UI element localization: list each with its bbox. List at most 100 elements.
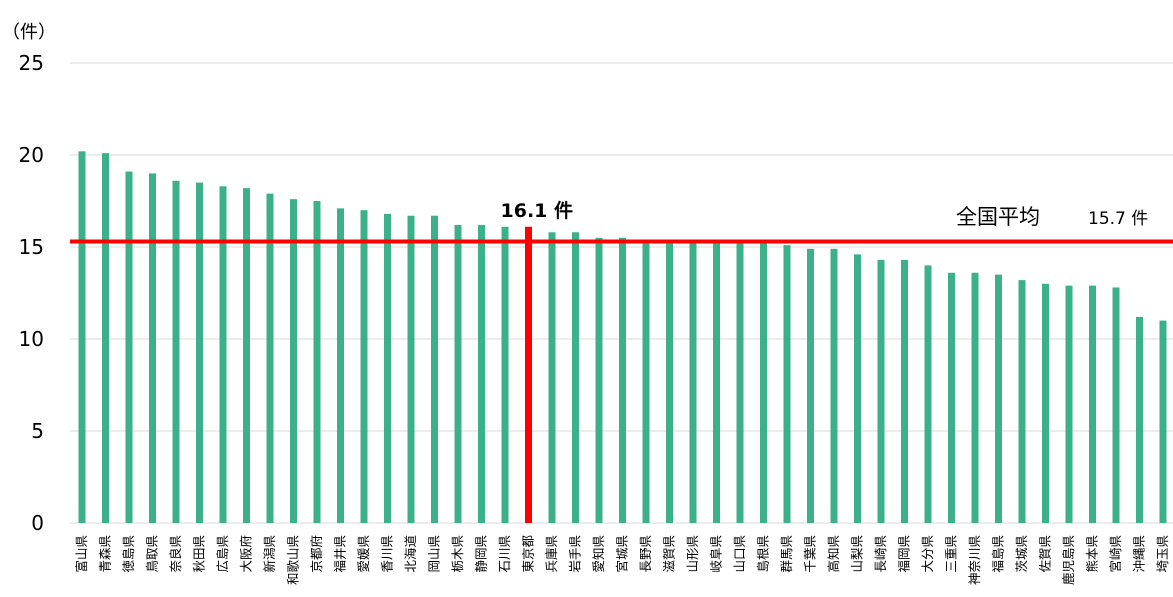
x-tick-label: 秋田県 [192, 535, 207, 573]
bar [431, 215, 438, 523]
x-tick-label: 宮崎県 [1108, 535, 1123, 573]
x-tick-label: 長崎県 [873, 535, 888, 573]
x-tick-label: 大阪府 [239, 535, 254, 573]
bar [995, 274, 1002, 523]
bar [595, 237, 603, 524]
x-tick-label: 愛知県 [591, 535, 606, 573]
x-tick-label: 岐阜県 [709, 535, 724, 573]
x-tick-label: 埼玉県 [1155, 535, 1170, 573]
x-tick-label: 京都府 [309, 535, 324, 573]
bar [736, 243, 744, 523]
x-tick-label: 長野県 [638, 535, 653, 573]
bar [572, 232, 579, 523]
bar [830, 248, 838, 523]
bar [783, 245, 791, 523]
x-tick-label: 山形県 [685, 535, 700, 573]
x-tick-label: 宮城県 [615, 535, 630, 573]
bar [501, 226, 509, 523]
x-tick-label: 青森県 [98, 535, 113, 573]
x-tick-label: 神奈川県 [967, 535, 982, 585]
x-tick-label: 東京都 [521, 535, 536, 573]
x-axis-ticks: 富山県 青森県 徳島県 鳥取県 奈良県 秋田県 広島県 大阪府 新潟県 和歌山県 京都府 福井県 愛媛県… [74, 535, 1170, 586]
bar [760, 243, 767, 523]
x-tick-label: 滋賀県 [662, 535, 677, 573]
bar [971, 272, 979, 523]
annotations: 16.1 件 全国平均 15.7 件 [70, 199, 1173, 244]
bar [290, 199, 297, 523]
x-tick-label: 島根県 [756, 535, 771, 573]
x-tick-label: 栃木県 [450, 535, 465, 573]
bar [807, 248, 814, 523]
bar [102, 153, 109, 523]
bar [642, 239, 650, 523]
x-tick-label: 群馬県 [779, 535, 794, 573]
x-tick-label: 福島県 [991, 535, 1006, 573]
x-tick-label: 山梨県 [850, 535, 865, 573]
y-tick-label: 25 [19, 51, 44, 75]
bar [854, 254, 861, 524]
x-tick-label: 大分県 [920, 535, 935, 573]
bars [78, 151, 1167, 524]
bar [713, 243, 720, 523]
x-tick-label: 香川県 [380, 535, 395, 573]
bar [196, 182, 203, 523]
bar [478, 224, 485, 524]
bar [1136, 316, 1143, 523]
bar [384, 213, 391, 523]
x-tick-label: 佐賀県 [1038, 535, 1053, 573]
bar [337, 208, 344, 524]
bar [407, 215, 415, 523]
bar [1065, 285, 1073, 523]
x-tick-label: 奈良県 [168, 535, 183, 573]
bar [313, 201, 321, 523]
bar [266, 193, 274, 523]
x-tick-label: 岩手県 [568, 535, 583, 573]
bar [172, 180, 180, 523]
x-tick-label: 熊本県 [1085, 535, 1100, 573]
x-tick-label: 福岡県 [897, 535, 912, 573]
bar [1159, 320, 1167, 523]
bar [149, 173, 156, 523]
x-tick-label: 三重県 [944, 535, 959, 573]
x-tick-label: 和歌山県 [286, 535, 301, 585]
bar [901, 259, 908, 523]
y-axis-ticks: 0 5 10 15 20 25 [19, 51, 44, 535]
x-tick-label: 鹿児島県 [1061, 535, 1076, 585]
y-axis-unit-label: （件） [2, 22, 56, 43]
average-label: 全国平均 [956, 205, 1040, 229]
bar [948, 272, 955, 523]
y-tick-label: 20 [19, 143, 44, 167]
x-tick-label: 広島県 [215, 535, 230, 573]
bar [924, 265, 932, 523]
x-tick-label: 鳥取県 [145, 535, 160, 573]
x-tick-label: 岡山県 [427, 535, 442, 573]
bar [78, 151, 86, 523]
x-tick-label: 千葉県 [803, 535, 818, 573]
bar [360, 210, 368, 523]
bar-highlight [525, 226, 532, 523]
x-tick-label: 静岡県 [474, 535, 489, 573]
y-tick-label: 15 [19, 235, 44, 259]
x-tick-label: 沖縄県 [1132, 535, 1147, 573]
bar [1089, 285, 1096, 523]
bar [1018, 280, 1026, 523]
x-tick-label: 徳島県 [121, 535, 136, 573]
bar [219, 186, 227, 523]
bar [125, 171, 133, 523]
bar [243, 188, 250, 523]
x-tick-label: 北海道 [403, 535, 418, 573]
x-tick-label: 高知県 [826, 535, 841, 573]
x-tick-label: 山口県 [732, 535, 747, 573]
bar [548, 232, 556, 523]
x-tick-label: 愛媛県 [356, 535, 371, 573]
bar [689, 243, 697, 523]
bar [1112, 287, 1120, 523]
x-tick-label: 富山県 [74, 535, 89, 573]
x-tick-label: 茨城県 [1014, 535, 1029, 573]
y-tick-label: 0 [31, 511, 44, 535]
average-value-label: 15.7 件 [1088, 209, 1148, 229]
x-tick-label: 兵庫県 [544, 535, 559, 573]
x-tick-label: 福井県 [333, 535, 348, 573]
